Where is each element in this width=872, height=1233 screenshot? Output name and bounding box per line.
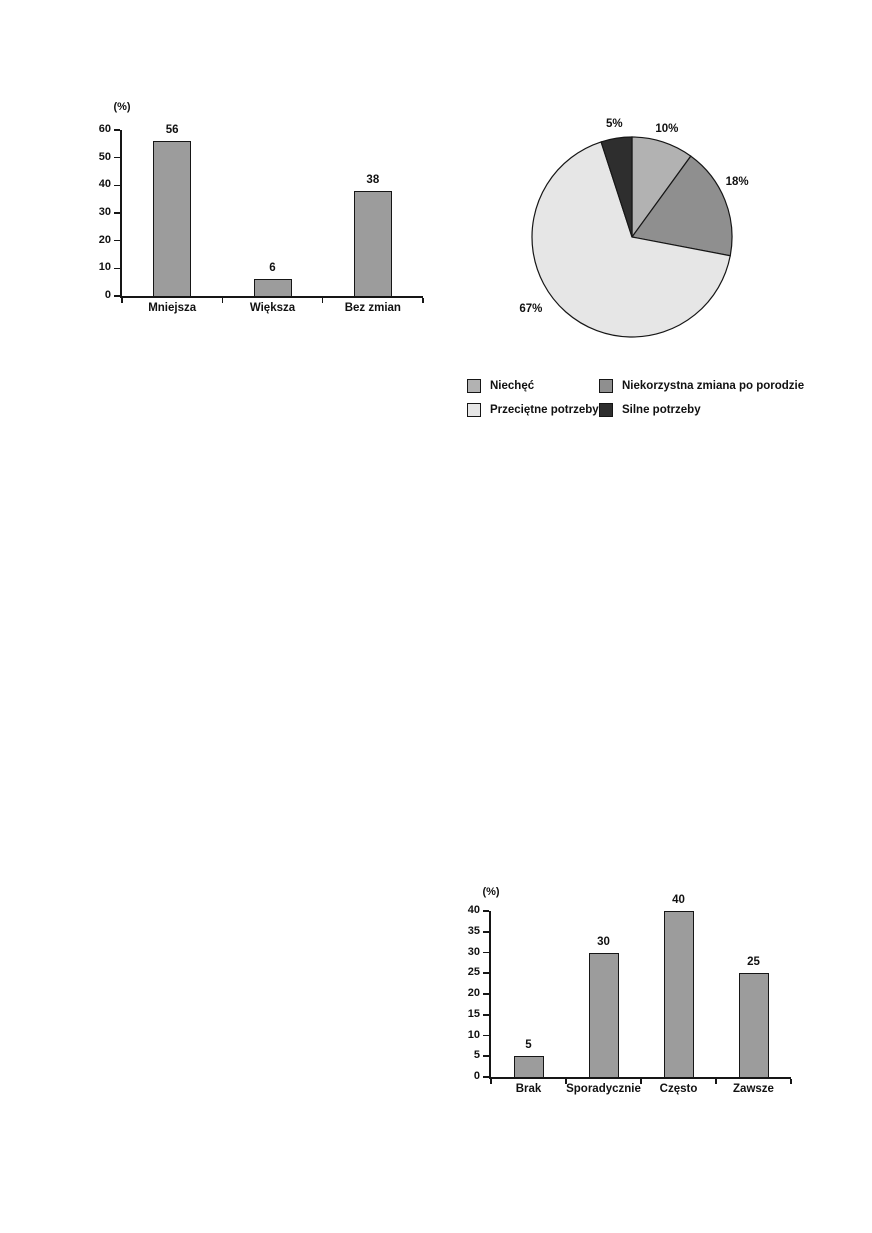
pie-slice <box>600 136 633 238</box>
y-tick-label: 30 <box>467 945 480 958</box>
category-label: Często <box>659 1083 698 1095</box>
category-label: Zawsze <box>733 1083 774 1095</box>
y-axis-line <box>489 911 491 1077</box>
legend-swatch <box>467 379 481 393</box>
y-tick-label: 10 <box>467 1028 480 1041</box>
y-tick-mark <box>114 212 121 214</box>
y-tick-mark <box>483 1055 490 1058</box>
x-tick-mark <box>321 297 324 304</box>
legend-item: Niechęć <box>467 379 599 393</box>
y-tick-mark <box>114 267 121 270</box>
pie-legend: Niechęć Niekorzystna zmiana po porodzie Pr… <box>467 379 804 417</box>
pie-slice-label: 5% <box>606 118 623 131</box>
y-tick-label: 20 <box>98 233 111 246</box>
y-tick-mark <box>483 910 490 912</box>
pie-slice <box>531 141 731 338</box>
y-axis-line <box>120 130 122 296</box>
pie-slice <box>630 155 733 257</box>
pie-slice-label: 18% <box>725 176 749 189</box>
legend-label: Niekorzystna zmiana po porodzie <box>622 380 805 392</box>
bar <box>353 190 392 296</box>
x-tick-mark <box>121 297 123 304</box>
y-tick-label: 60 <box>98 123 111 135</box>
legend-swatch <box>467 403 481 417</box>
bar-value-label: 38 <box>366 173 380 186</box>
y-tick-mark <box>114 239 121 242</box>
x-tick-mark <box>565 1078 567 1085</box>
bar-value-label: 25 <box>747 956 760 969</box>
y-tick-label: 35 <box>467 924 480 937</box>
pie-slice-label: 67% <box>519 303 543 316</box>
y-tick-mark <box>483 1076 490 1078</box>
bar-value-label: 30 <box>597 935 610 948</box>
y-tick-mark <box>483 993 490 995</box>
legend-item: Niekorzystna zmiana po porodzie <box>599 379 804 393</box>
category-label: Brak <box>515 1083 542 1095</box>
y-axis-unit-label: (%) <box>482 886 500 898</box>
y-tick-label: 50 <box>98 150 111 163</box>
category-label: Większa <box>249 302 296 314</box>
bar-value-label: 56 <box>165 124 179 137</box>
legend-swatch <box>599 403 613 417</box>
y-tick-label: 5 <box>473 1049 480 1062</box>
y-tick-label: 40 <box>98 178 111 191</box>
y-tick-mark <box>483 930 490 933</box>
bar <box>153 141 192 296</box>
legend-item: Silne potrzeby <box>599 403 804 417</box>
x-tick-mark <box>790 1078 792 1085</box>
legend-label: Silne potrzeby <box>622 404 701 416</box>
y-tick-mark <box>114 295 121 297</box>
y-tick-label: 25 <box>467 966 480 979</box>
y-tick-label: 15 <box>467 1007 480 1020</box>
y-tick-label: 10 <box>98 261 111 274</box>
pie-graphic <box>531 136 733 338</box>
legend-item: Przeciętne potrzeby <box>467 403 599 417</box>
x-axis-line <box>489 1077 791 1079</box>
bar <box>253 279 292 296</box>
y-tick-mark <box>483 1013 490 1016</box>
pie-slice-label: 10% <box>655 122 679 135</box>
y-tick-mark <box>114 129 121 131</box>
category-label: Mniejsza <box>148 302 197 314</box>
x-axis-line <box>120 296 423 298</box>
y-tick-label: 0 <box>473 1070 480 1082</box>
pie-slice <box>631 136 692 239</box>
x-tick-mark <box>422 297 424 304</box>
x-tick-mark <box>715 1078 717 1085</box>
y-tick-label: 30 <box>98 206 111 218</box>
bar <box>738 973 769 1077</box>
bar <box>513 1056 544 1077</box>
y-axis-unit-label: (%) <box>113 101 131 113</box>
legend-label: Niechęć <box>490 380 535 392</box>
category-label: Bez zmian <box>344 302 401 314</box>
x-tick-mark <box>640 1078 642 1085</box>
bar-value-label: 6 <box>269 262 276 275</box>
y-tick-mark <box>114 156 121 159</box>
legend-label: Przeciętne potrzeby <box>490 404 599 416</box>
bar <box>663 911 694 1077</box>
y-tick-mark <box>483 951 490 954</box>
bar-value-label: 40 <box>672 894 685 906</box>
y-tick-mark <box>114 184 121 187</box>
x-tick-mark <box>221 297 224 304</box>
y-tick-mark <box>483 1034 490 1037</box>
y-tick-label: 40 <box>467 904 480 916</box>
bar-value-label: 5 <box>525 1039 532 1052</box>
category-label: Sporadycznie <box>566 1083 641 1095</box>
y-tick-label: 0 <box>104 289 111 301</box>
bar <box>588 952 619 1077</box>
y-tick-label: 20 <box>467 987 480 999</box>
legend-swatch <box>599 379 613 393</box>
x-tick-mark <box>490 1078 492 1085</box>
y-tick-mark <box>483 972 490 975</box>
